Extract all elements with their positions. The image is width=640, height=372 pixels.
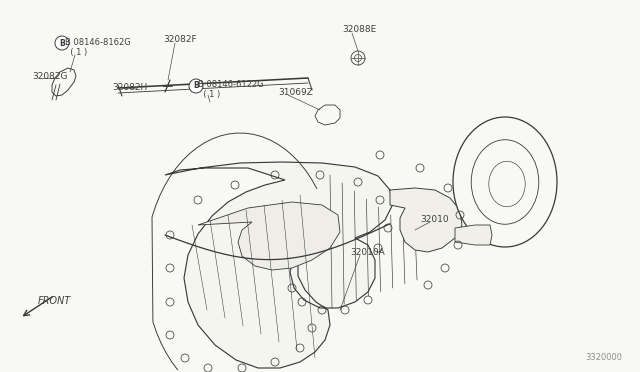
Polygon shape <box>198 202 340 270</box>
Text: 31069Z: 31069Z <box>278 88 313 97</box>
Ellipse shape <box>489 161 525 207</box>
Text: B: B <box>193 81 199 90</box>
Polygon shape <box>390 188 462 252</box>
Text: 3320000: 3320000 <box>585 353 622 362</box>
Text: B: B <box>59 38 65 48</box>
Ellipse shape <box>471 140 539 224</box>
Text: 32082H: 32082H <box>112 83 147 92</box>
Polygon shape <box>52 68 76 96</box>
Text: 32010A: 32010A <box>350 248 385 257</box>
Text: 32088E: 32088E <box>342 25 376 34</box>
Text: 32082F: 32082F <box>163 35 196 44</box>
Text: 32010: 32010 <box>420 215 449 224</box>
Polygon shape <box>165 162 392 368</box>
Circle shape <box>189 79 203 93</box>
Text: B 08146-6122G
  ( 1 ): B 08146-6122G ( 1 ) <box>198 80 264 99</box>
Polygon shape <box>455 225 492 245</box>
Text: FRONT: FRONT <box>38 296 71 306</box>
Text: 32082G: 32082G <box>32 72 67 81</box>
Ellipse shape <box>453 117 557 247</box>
Text: B 08146-8162G
  ( 1 ): B 08146-8162G ( 1 ) <box>65 38 131 57</box>
Circle shape <box>55 36 69 50</box>
Polygon shape <box>315 105 340 125</box>
